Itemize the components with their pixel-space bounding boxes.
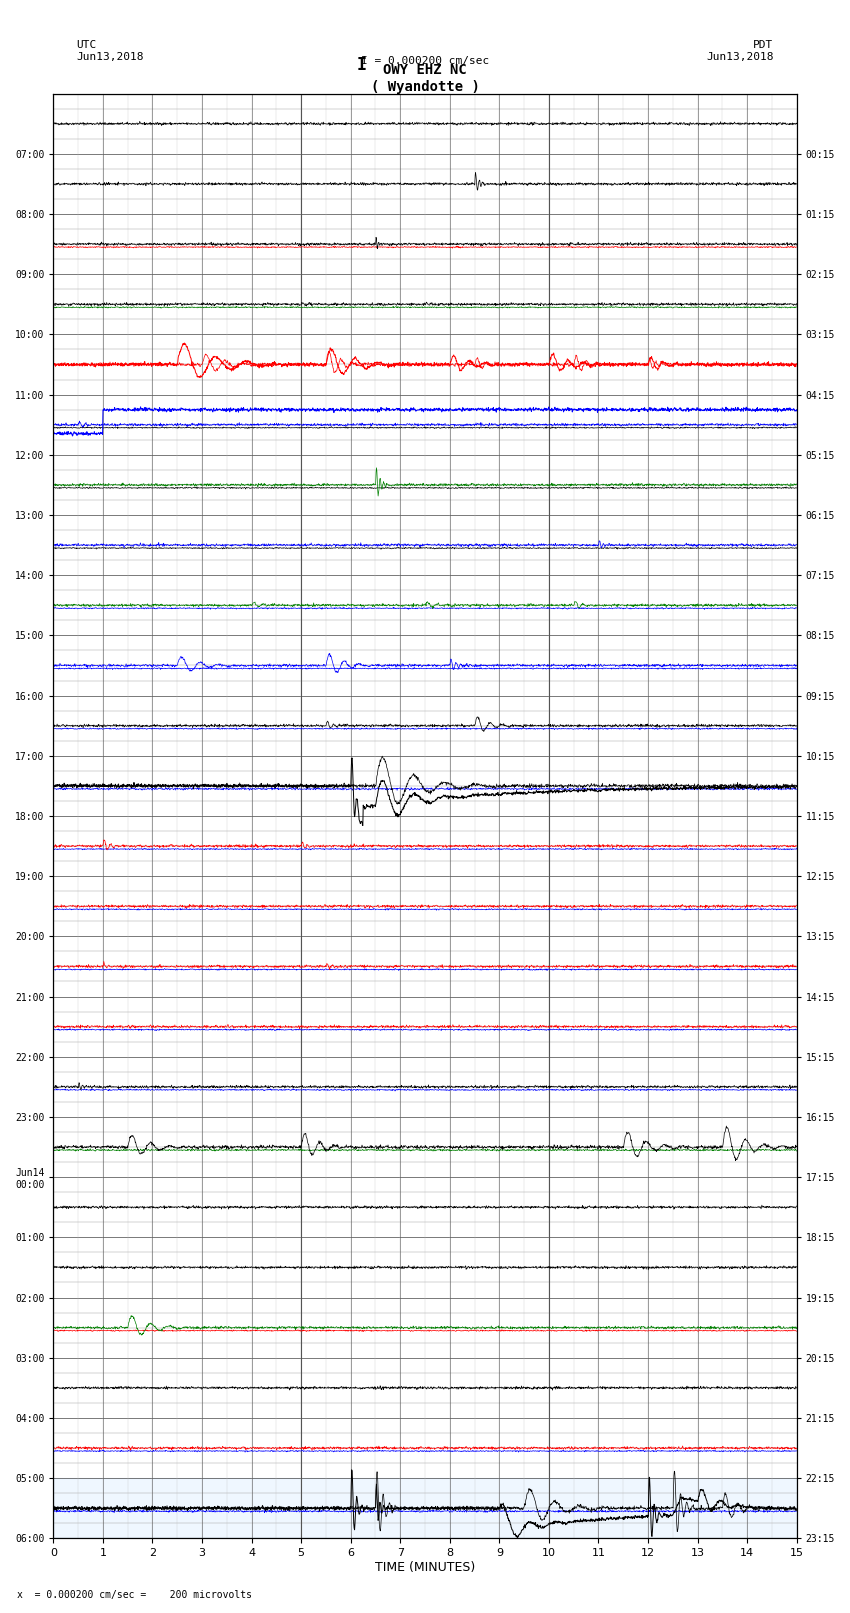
Text: UTC
Jun13,2018: UTC Jun13,2018 [76,40,144,61]
Text: PDT
Jun13,2018: PDT Jun13,2018 [706,40,774,61]
X-axis label: TIME (MINUTES): TIME (MINUTES) [375,1561,475,1574]
Text: I = 0.000200 cm/sec: I = 0.000200 cm/sec [361,56,489,66]
Bar [54,1478,796,1539]
Title: OWY EHZ NC
( Wyandotte ): OWY EHZ NC ( Wyandotte ) [371,63,479,94]
Text: x  = 0.000200 cm/sec =    200 microvolts: x = 0.000200 cm/sec = 200 microvolts [17,1590,252,1600]
Text: I: I [356,56,366,74]
